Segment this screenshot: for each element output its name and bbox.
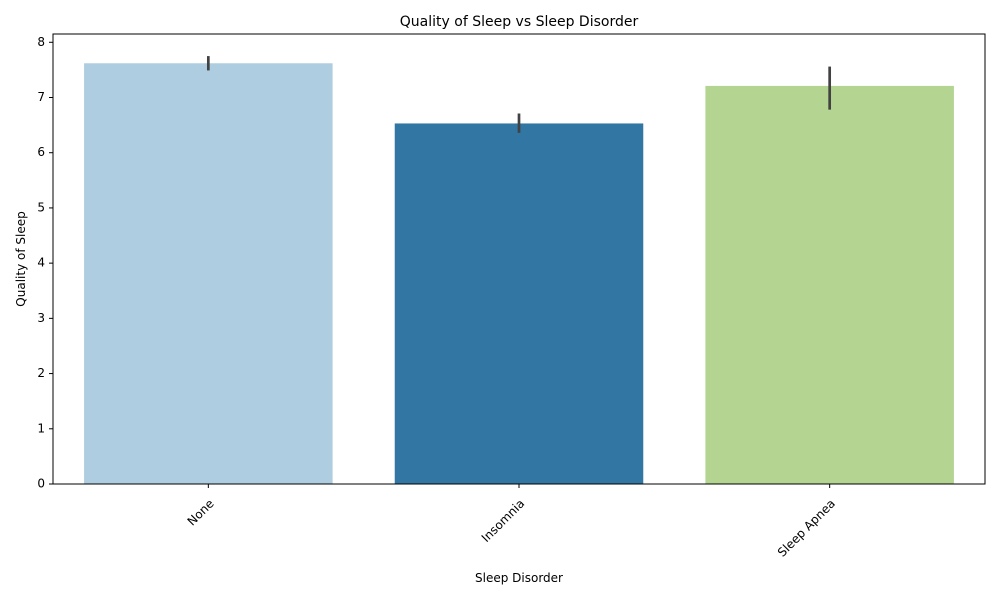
- y-tick-label: 6: [37, 145, 45, 159]
- y-tick-label: 8: [37, 35, 45, 49]
- chart-title: Quality of Sleep vs Sleep Disorder: [400, 14, 639, 30]
- y-tick-label: 7: [37, 90, 45, 104]
- y-tick-label: 1: [37, 421, 45, 435]
- x-axis-label: Sleep Disorder: [475, 571, 563, 585]
- error-bars-layer: [206, 56, 832, 133]
- y-tick-label: 3: [37, 311, 45, 325]
- bar-none: [84, 63, 333, 485]
- bars-layer: [84, 63, 954, 485]
- x-axis: None Insomnia Sleep Apnea: [185, 484, 838, 560]
- x-tick-label: Sleep Apnea: [775, 496, 838, 559]
- y-axis-label: Quality of Sleep: [14, 211, 28, 306]
- x-tick-label: Insomnia: [479, 496, 528, 545]
- bar-insomnia: [394, 123, 644, 485]
- y-tick-label: 2: [37, 366, 45, 380]
- y-tick-label: 4: [37, 256, 45, 270]
- y-tick-label: 5: [37, 200, 45, 214]
- y-tick-label: 0: [37, 477, 45, 491]
- y-axis: 0 1 2 3 4 5 6 7 8: [37, 35, 53, 491]
- x-tick-label: None: [185, 496, 217, 528]
- bar-sleep-apnea: [705, 85, 954, 484]
